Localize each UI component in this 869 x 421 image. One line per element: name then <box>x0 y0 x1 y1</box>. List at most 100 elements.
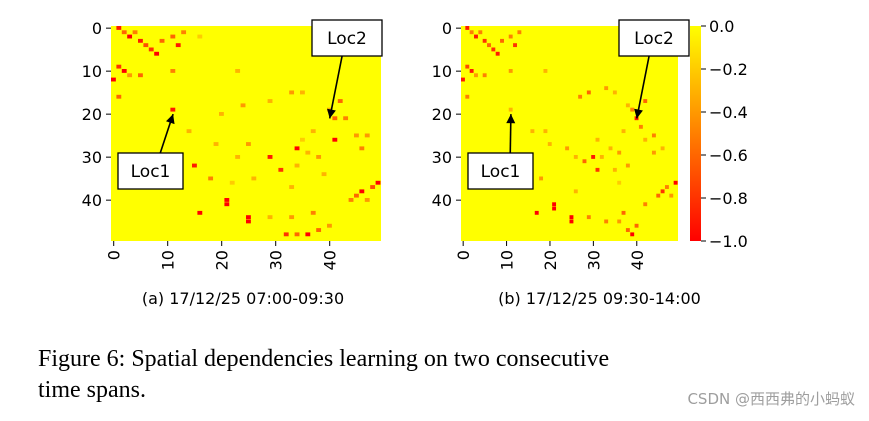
y-tick-label: 20 <box>432 105 452 124</box>
x-tick-label: 20 <box>541 250 560 270</box>
heatmap-cell <box>573 189 578 194</box>
heatmap-cell <box>148 47 154 52</box>
heatmap-cell <box>625 163 630 168</box>
heatmap-cell <box>586 215 591 220</box>
heatmap-cell <box>354 133 359 138</box>
heatmap-cell <box>569 215 574 220</box>
heatmap-cell <box>517 30 522 35</box>
heatmap-cell <box>660 189 665 194</box>
heatmap-cell <box>660 146 665 151</box>
heatmap-cell <box>578 94 583 99</box>
heatmap-cell <box>251 176 257 181</box>
y-tick-label: 40 <box>82 191 102 210</box>
heatmap-cell <box>465 26 470 30</box>
x-tick-label: 0 <box>454 250 473 260</box>
caption-line-1: Figure 6: Spatial dependencies learning … <box>38 346 610 372</box>
heatmap-cell <box>327 223 332 228</box>
colorbar: 0.0 −0.2 −0.4 −0.6 −0.8 −1.0 <box>690 17 748 251</box>
heatmap-cell <box>240 103 246 108</box>
heatmap-cell <box>170 107 176 112</box>
x-tick-label: 0 <box>105 250 124 260</box>
colorbar-tick-label: −1.0 <box>709 232 748 251</box>
heatmap-cell <box>111 77 116 82</box>
annotation-box <box>467 152 534 190</box>
heatmap-cell <box>246 215 251 220</box>
heatmap-cell <box>469 30 474 35</box>
heatmap-cell <box>370 185 376 189</box>
colorbar-tick-label: −0.8 <box>709 189 748 208</box>
heatmap-cell <box>599 155 604 159</box>
heatmap-cell <box>143 43 149 48</box>
heatmap-cell <box>656 193 661 198</box>
heatmap-cell <box>543 129 548 134</box>
heatmap-cell <box>321 172 327 177</box>
heatmap-cell <box>482 73 487 78</box>
x-tick-label: 30 <box>267 250 286 270</box>
heatmap-cell <box>617 150 622 155</box>
heatmap-cell <box>267 155 273 159</box>
heatmap-cell <box>316 155 322 159</box>
heatmap-cell <box>116 26 122 30</box>
y-tick-label: 20 <box>82 105 102 124</box>
heatmap-cell <box>310 210 316 215</box>
y-tick-label: 30 <box>82 148 102 167</box>
x-tick-label: 40 <box>628 250 647 270</box>
heatmap-cell <box>634 223 639 228</box>
panel-subtitle: (b) 17/12/25 09:30-14:00 <box>498 289 701 308</box>
colorbar-tick-label: 0.0 <box>709 17 734 36</box>
heatmap-cell <box>482 38 487 43</box>
heatmap-cell <box>491 47 496 52</box>
heatmap-cell <box>310 129 316 134</box>
heatmap-cell <box>289 185 295 189</box>
heatmap-background <box>461 26 678 241</box>
heatmap-cell <box>224 198 230 202</box>
heatmap-cell <box>513 43 517 48</box>
heatmap-cell <box>116 64 122 69</box>
annotation-box <box>117 152 184 190</box>
annotation-arrowhead <box>634 108 643 119</box>
heatmap-cell <box>300 137 305 142</box>
heatmap-cell <box>343 116 349 121</box>
heatmap-cell <box>552 202 557 207</box>
heatmap-cell <box>283 232 289 237</box>
heatmap-cell <box>500 38 504 43</box>
y-tick-label: 10 <box>82 62 102 81</box>
heatmap-cell <box>586 90 591 95</box>
heatmap-cell <box>170 69 176 73</box>
heatmap-cell <box>181 30 187 35</box>
heatmap-cell <box>643 99 648 103</box>
heatmap-cell <box>186 129 192 134</box>
heatmap-cell <box>121 69 127 73</box>
heatmap-cell <box>621 129 626 134</box>
heatmap-cell <box>348 198 354 202</box>
heatmap-cell <box>224 202 230 207</box>
heatmap-cell <box>332 116 338 121</box>
heatmap-cell <box>246 142 251 146</box>
annotation-box <box>618 19 690 57</box>
heatmap-cell <box>364 198 370 202</box>
heatmap-cell <box>552 206 557 211</box>
heatmap-cell <box>121 30 127 35</box>
heatmap-cell <box>664 185 669 189</box>
heatmap-cell <box>630 107 635 112</box>
heatmap-cell <box>465 64 470 69</box>
heatmap-cell <box>170 34 176 39</box>
annotation-arrowhead <box>166 114 175 125</box>
heatmap-cell <box>294 146 300 151</box>
heatmap-cell <box>246 219 251 224</box>
heatmap-cell <box>278 167 284 172</box>
heatmap-cell <box>305 150 311 155</box>
heatmap-cell <box>591 155 596 159</box>
heatmap-background <box>111 26 381 241</box>
heatmap-cell <box>487 43 491 48</box>
y-tick-label: 30 <box>432 148 452 167</box>
heatmap-cell <box>138 38 143 43</box>
heatmap-cell <box>621 210 626 215</box>
heatmap-cell <box>595 167 600 172</box>
heatmap-cell <box>229 180 235 185</box>
heatmap-cell <box>289 215 295 220</box>
annotation-label: Loc1 <box>481 162 521 182</box>
heatmap-cell <box>643 137 648 142</box>
heatmap-cell <box>638 124 643 129</box>
heatmap-panel-a: 0 10 20 30 40 0 10 20 30 40 (a) 17/12/25 07:00-09:… <box>82 19 383 308</box>
